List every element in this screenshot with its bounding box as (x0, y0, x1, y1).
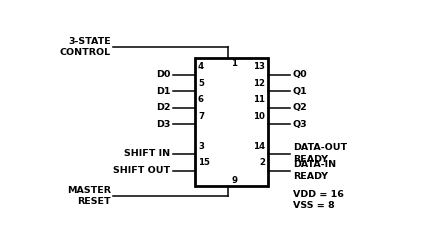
Text: D3: D3 (156, 120, 170, 129)
Text: D0: D0 (156, 70, 170, 79)
Text: 3: 3 (198, 142, 204, 150)
Text: 1: 1 (231, 59, 237, 68)
Text: D2: D2 (156, 103, 170, 112)
Text: Q1: Q1 (293, 87, 308, 96)
Text: 10: 10 (253, 112, 265, 121)
Text: 14: 14 (253, 142, 265, 150)
Text: 13: 13 (253, 62, 265, 71)
Text: 7: 7 (198, 112, 204, 121)
Text: 9: 9 (231, 176, 237, 185)
Text: 6: 6 (198, 96, 204, 104)
Text: Q2: Q2 (293, 103, 308, 112)
Text: VSS = 8: VSS = 8 (293, 201, 334, 210)
Text: READY: READY (293, 155, 328, 164)
Text: DATA-IN: DATA-IN (293, 160, 336, 169)
Text: 12: 12 (253, 79, 265, 88)
Text: RESET: RESET (77, 197, 111, 206)
Text: DATA-OUT: DATA-OUT (293, 143, 347, 152)
Text: SHIFT OUT: SHIFT OUT (113, 166, 170, 175)
Text: READY: READY (293, 172, 328, 181)
Bar (194, 58, 268, 186)
Text: SHIFT IN: SHIFT IN (124, 149, 170, 159)
Text: 11: 11 (253, 96, 265, 104)
Text: 5: 5 (198, 79, 204, 88)
Text: Q3: Q3 (293, 120, 307, 129)
Text: 3-STATE: 3-STATE (68, 37, 111, 46)
Text: MASTER: MASTER (67, 186, 111, 196)
Text: Q0: Q0 (293, 70, 307, 79)
Text: VDD = 16: VDD = 16 (293, 190, 343, 199)
Text: D1: D1 (156, 87, 170, 96)
Text: 2: 2 (259, 158, 265, 167)
Text: 4: 4 (198, 62, 204, 71)
Text: 15: 15 (198, 158, 210, 167)
Text: CONTROL: CONTROL (60, 48, 111, 57)
